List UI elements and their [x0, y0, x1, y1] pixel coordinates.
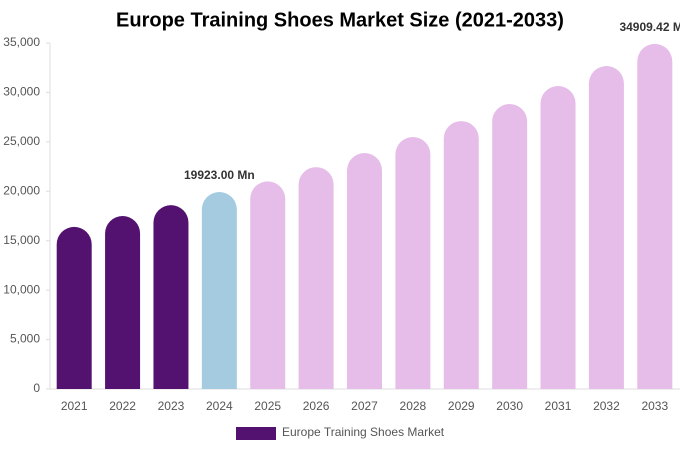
bar: [201, 192, 237, 389]
x-tick-label: 2029: [448, 399, 475, 413]
bar: [395, 137, 431, 389]
y-tick-label: 20,000: [3, 183, 40, 197]
x-tick-label: 2023: [158, 399, 185, 413]
x-tick-label: 2031: [545, 399, 572, 413]
y-tick-label: 30,000: [3, 85, 40, 99]
y-tick-label: 10,000: [3, 282, 40, 296]
bar: [637, 43, 673, 389]
bar: [588, 66, 624, 389]
x-tick-label: 2030: [496, 399, 523, 413]
bar: [540, 86, 576, 389]
x-tick-label: 2026: [303, 399, 330, 413]
legend-label: Europe Training Shoes Market: [282, 425, 445, 439]
bar: [298, 167, 334, 389]
bar: [492, 103, 528, 389]
x-tick-label: 2027: [351, 399, 378, 413]
x-tick-label: 2025: [254, 399, 281, 413]
x-tick-label: 2021: [61, 399, 88, 413]
y-tick-label: 5,000: [10, 332, 40, 346]
bar: [443, 121, 479, 389]
bar: [347, 153, 382, 389]
x-tick-label: 2022: [109, 399, 136, 413]
x-tick-label: 2032: [593, 399, 620, 413]
y-tick-label: 35,000: [3, 35, 40, 49]
chart-title: Europe Training Shoes Market Size (2021-…: [116, 9, 564, 31]
value-label: 34909.42 Mn: [619, 20, 680, 34]
y-tick-label: 15,000: [3, 233, 40, 247]
x-tick-label: 2028: [400, 399, 427, 413]
x-tick-label: 2024: [206, 399, 233, 413]
bar: [153, 205, 189, 389]
bar: [105, 216, 141, 389]
x-tick-label: 2033: [641, 399, 668, 413]
y-tick-label: 25,000: [3, 134, 40, 148]
bar: [56, 226, 92, 389]
legend-swatch: [236, 427, 276, 440]
value-label: 19923.00 Mn: [184, 168, 255, 182]
y-tick-label: 0: [33, 381, 40, 395]
bar: [250, 181, 286, 389]
